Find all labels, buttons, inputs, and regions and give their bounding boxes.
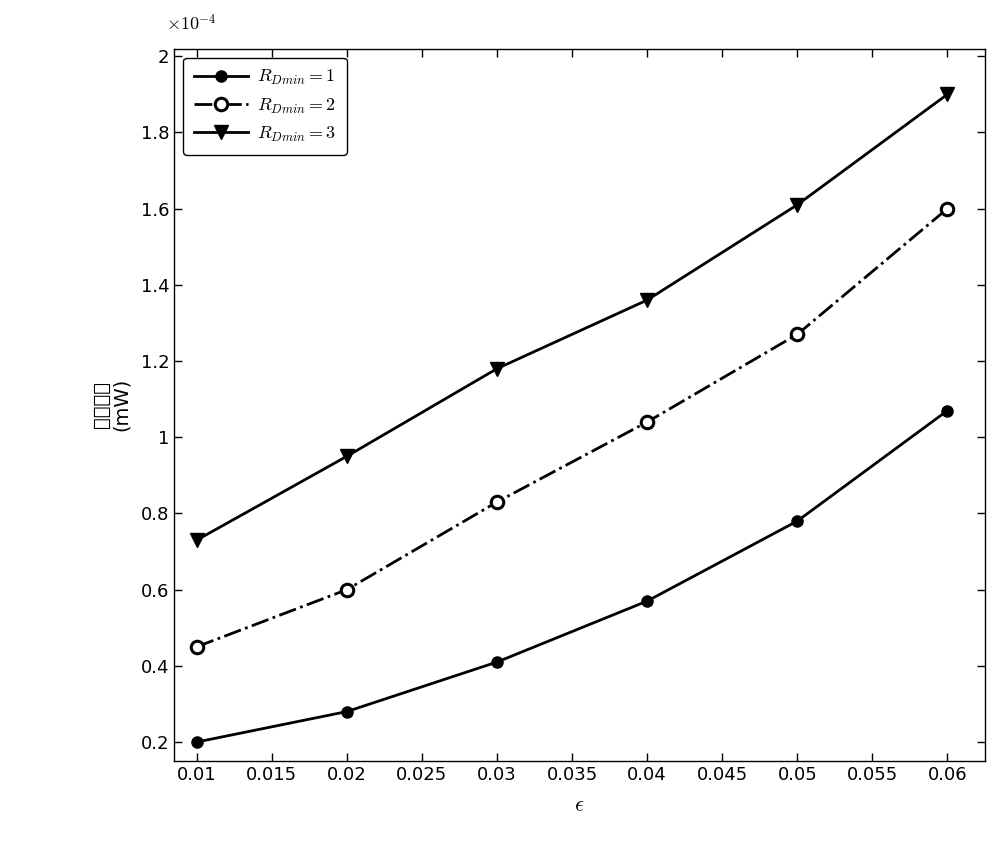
$R_{Dmin}=2$	[191, 642, 203, 652]
$R_{Dmin}=3$	[641, 295, 653, 305]
Text: (mW): (mW)	[112, 379, 131, 431]
Line: $R_{Dmin}=1$: $R_{Dmin}=1$	[191, 405, 953, 748]
$R_{Dmin}=2$	[941, 203, 953, 213]
$R_{Dmin}=1$	[641, 596, 653, 606]
$R_{Dmin}=2$	[641, 417, 653, 427]
$R_{Dmin}=2$	[491, 497, 503, 507]
$R_{Dmin}=2$	[341, 584, 353, 595]
$R_{Dmin}=1$	[191, 737, 203, 747]
$R_{Dmin}=3$	[941, 89, 953, 99]
$R_{Dmin}=3$	[341, 451, 353, 462]
$R_{Dmin}=3$	[191, 535, 203, 545]
Text: 传输功率: 传输功率	[92, 381, 111, 429]
Line: $R_{Dmin}=3$: $R_{Dmin}=3$	[190, 87, 954, 547]
Line: $R_{Dmin}=2$: $R_{Dmin}=2$	[191, 202, 954, 653]
Text: $\times10^{-4}$: $\times10^{-4}$	[166, 14, 217, 34]
$R_{Dmin}=1$	[791, 516, 803, 526]
$R_{Dmin}=3$	[491, 363, 503, 374]
$R_{Dmin}=2$	[791, 329, 803, 340]
$R_{Dmin}=3$	[791, 200, 803, 210]
$R_{Dmin}=1$	[941, 406, 953, 416]
$R_{Dmin}=1$	[341, 706, 353, 717]
$R_{Dmin}=1$	[491, 657, 503, 667]
Legend: $R_{Dmin}=1$, $R_{Dmin}=2$, $R_{Dmin}=3$: $R_{Dmin}=1$, $R_{Dmin}=2$, $R_{Dmin}=3$	[183, 58, 347, 154]
X-axis label: $\epsilon$: $\epsilon$	[574, 795, 585, 815]
